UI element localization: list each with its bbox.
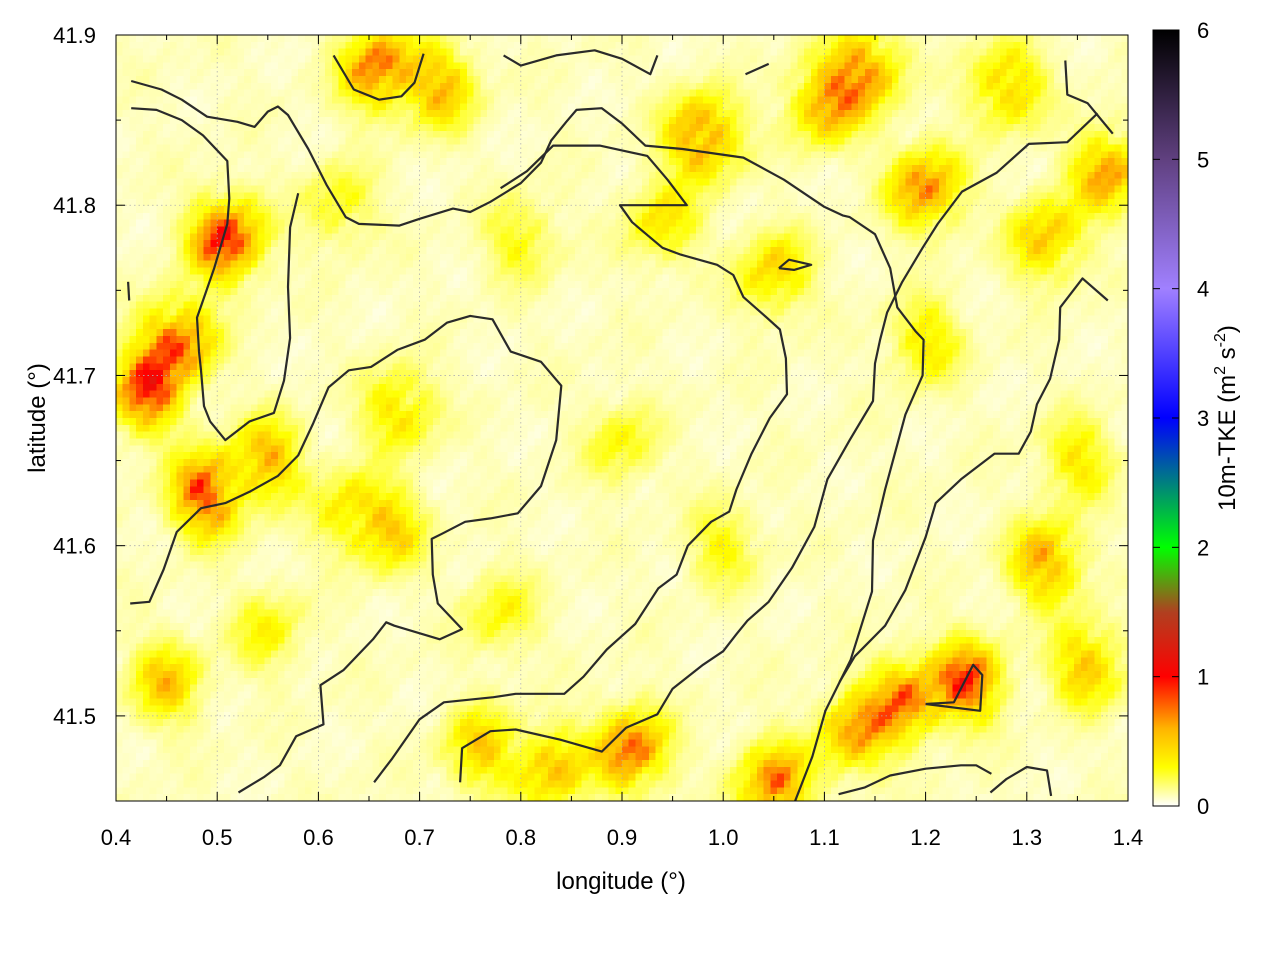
colorbar-tick-label: 3 — [1197, 406, 1209, 431]
colorbar-label-end: ) — [1214, 325, 1241, 333]
y-tick-label: 41.8 — [53, 193, 96, 218]
colorbar: 0 1 2 3 4 5 6 10m-TKE (m2 s-2) — [1152, 18, 1241, 819]
y-tick-labels: 41.5 41.6 41.7 41.8 41.9 — [53, 23, 96, 729]
x-tick-label: 0.4 — [101, 825, 132, 850]
colorbar-label: 10m-TKE (m2 s-2) — [1212, 325, 1241, 511]
colorbar-ticks: 0 1 2 3 4 5 6 — [1153, 18, 1209, 819]
x-tick-label: 0.8 — [506, 825, 537, 850]
colorbar-tick-label: 4 — [1197, 277, 1209, 302]
x-tick-label: 1.2 — [910, 825, 941, 850]
contour-line — [838, 277, 1109, 683]
colorbar-label-sup1: 2 — [1212, 366, 1229, 375]
contour-line — [127, 281, 131, 301]
colorbar-tick-label: 0 — [1197, 794, 1209, 819]
y-tick-label: 41.9 — [53, 23, 96, 48]
x-tick-label: 0.7 — [404, 825, 435, 850]
colorbar-tick-label: 1 — [1197, 665, 1209, 690]
y-axis-label: latitude (°) — [24, 363, 51, 473]
contour-lines — [127, 49, 1114, 801]
colorbar-label-sup2: -2 — [1212, 333, 1229, 347]
y-tick-label: 41.7 — [53, 363, 96, 388]
contour-line — [503, 49, 659, 76]
plot-area — [115, 34, 1129, 802]
x-tick-label: 1.0 — [708, 825, 739, 850]
contour-line — [131, 107, 300, 442]
x-tick-labels: 0.4 0.5 0.6 0.7 0.8 0.9 1.0 1.1 1.2 1.3 1.4 — [101, 825, 1144, 850]
gridlines — [116, 34, 1128, 801]
contour-line — [130, 79, 925, 801]
colorbar-label-mid: s — [1214, 347, 1241, 366]
contour-line — [1064, 60, 1114, 135]
contour-line — [459, 112, 1099, 783]
x-tick-label: 0.9 — [607, 825, 638, 850]
y-tick-label: 41.6 — [53, 534, 96, 559]
contour-line — [130, 314, 563, 794]
colorbar-tick-label: 6 — [1197, 18, 1209, 43]
x-tick-label: 1.3 — [1012, 825, 1043, 850]
colorbar-tick-label: 5 — [1197, 147, 1209, 172]
y-tick-label: 41.5 — [53, 704, 96, 729]
contour-line — [778, 258, 813, 271]
x-tick-label: 1.1 — [809, 825, 840, 850]
colorbar-tick-label: 2 — [1197, 535, 1209, 560]
contour-line — [989, 765, 1053, 797]
contour-line — [332, 53, 425, 101]
x-tick-label: 0.6 — [303, 825, 334, 850]
x-tick-label: 1.4 — [1113, 825, 1144, 850]
contour-line — [373, 144, 789, 783]
colorbar-label-main: 10m-TKE (m — [1214, 375, 1241, 511]
plot-frame — [115, 34, 1129, 802]
contour-line — [838, 764, 992, 796]
x-axis-label: longitude (°) — [556, 868, 686, 895]
x-tick-label: 0.5 — [202, 825, 233, 850]
contour-line — [745, 62, 770, 76]
contour-line — [925, 663, 984, 712]
